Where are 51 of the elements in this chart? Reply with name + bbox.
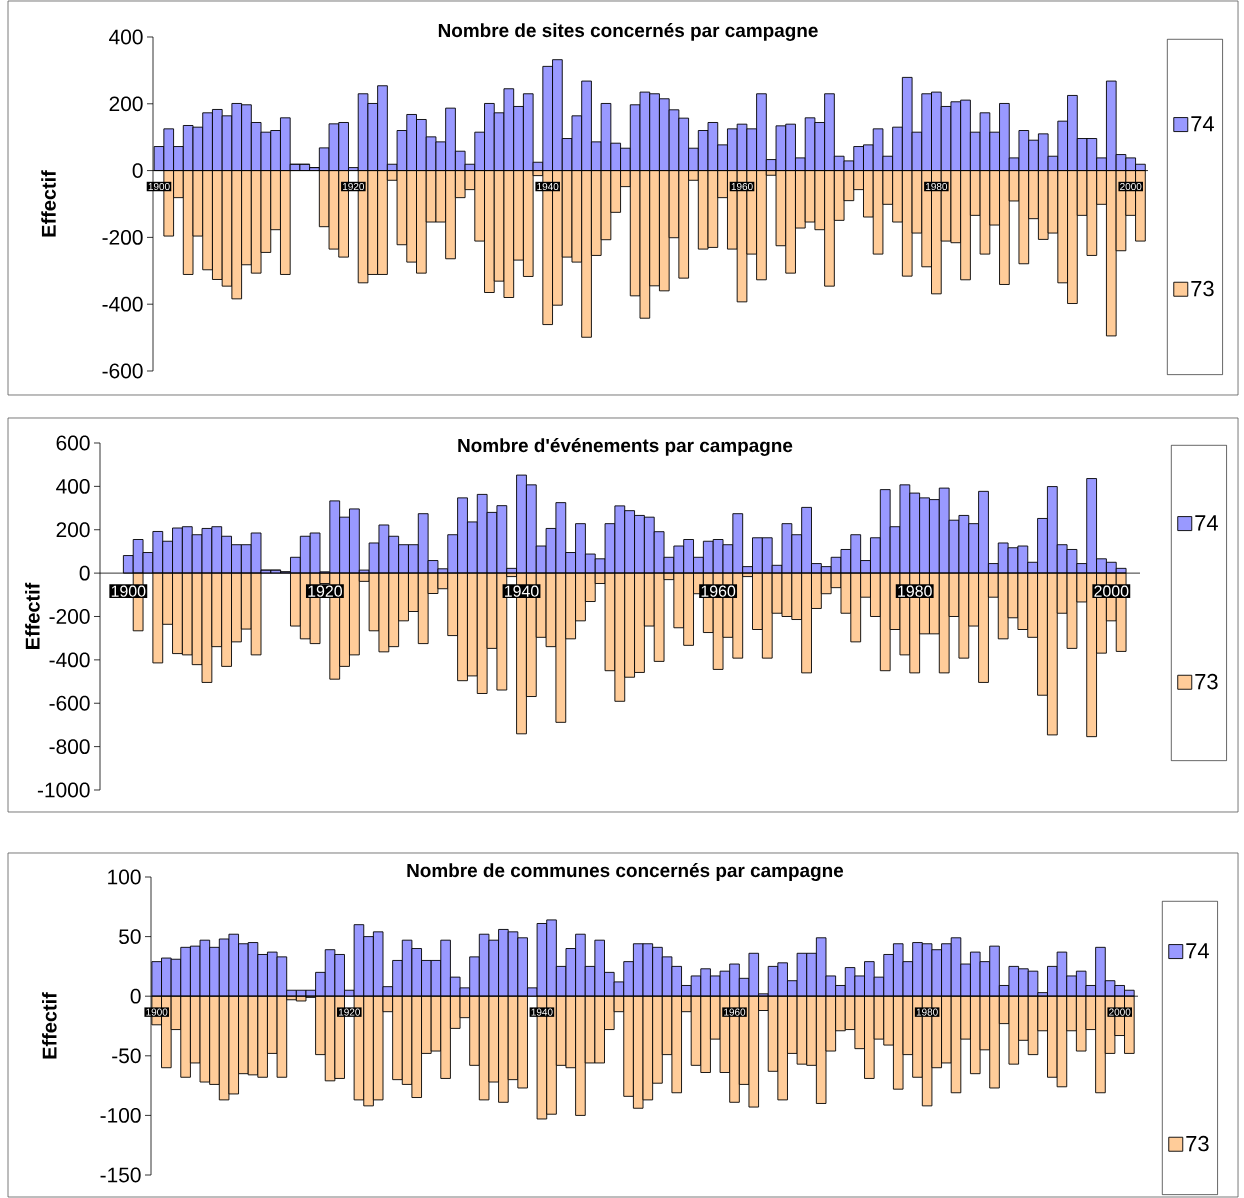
x-tick-label: 2000	[1094, 585, 1129, 597]
legend-label: 74	[1191, 116, 1214, 132]
y-tick-label: -50	[112, 1048, 141, 1064]
y-axis-title: Effectif	[41, 170, 56, 237]
y-tick-label: -1000	[37, 782, 90, 798]
y-tick-label: -600	[49, 695, 90, 711]
chart-title: Nombre de communes concernés par campagne	[407, 863, 844, 881]
y-tick-label: -600	[102, 363, 143, 379]
x-tick-label: 1900	[111, 585, 146, 597]
x-tick-label: 1960	[701, 585, 736, 597]
x-tick-label: 1980	[926, 182, 948, 191]
x-tick-label: 1940	[531, 1008, 553, 1016]
x-tick-label: 1980	[898, 585, 932, 597]
chart-title: Nombre d'événements par campagne	[458, 438, 793, 456]
legend-label: 73	[1186, 1135, 1209, 1152]
y-tick-label: 0	[130, 988, 141, 1004]
y-axis-title: Effectif	[25, 582, 40, 649]
y-tick-label: 0	[79, 565, 90, 581]
y-tick-label: 200	[109, 96, 143, 112]
x-tick-label: 1980	[916, 1008, 938, 1016]
y-tick-label: -400	[102, 296, 143, 312]
y-tick-label: 100	[108, 869, 141, 885]
x-tick-label: 1900	[148, 182, 170, 191]
x-tick-label: 2000	[1120, 182, 1142, 191]
x-tick-label: 1960	[724, 1008, 746, 1016]
x-tick-label: 1900	[146, 1008, 168, 1016]
y-tick-label: 200	[56, 522, 90, 538]
x-tick-label: 1920	[308, 585, 342, 597]
x-tick-label: 1920	[338, 1008, 360, 1016]
x-tick-label: 2000	[1109, 1008, 1131, 1016]
y-tick-label: -400	[49, 652, 90, 668]
x-tick-label: 1920	[343, 182, 365, 191]
x-tick-label: 1940	[537, 182, 559, 191]
y-tick-label: -800	[49, 739, 90, 755]
y-tick-label: -200	[102, 229, 143, 245]
legend-label: 74	[1195, 515, 1218, 531]
chart-title: Nombre de sites concernés par campagne	[438, 23, 818, 41]
y-tick-label: 0	[132, 163, 143, 178]
legend-label: 74	[1186, 943, 1209, 959]
legend-label: 73	[1195, 673, 1218, 690]
y-tick-label: 50	[119, 929, 141, 945]
y-tick-label: 400	[109, 29, 143, 45]
y-tick-label: 400	[56, 478, 90, 494]
y-tick-label: -100	[100, 1107, 141, 1123]
legend-label: 73	[1191, 280, 1214, 297]
y-tick-label: -200	[49, 609, 90, 624]
x-tick-label: 1960	[731, 182, 753, 191]
y-axis-title: Effectif	[42, 992, 57, 1059]
y-tick-label: 600	[56, 435, 90, 451]
x-tick-label: 1940	[504, 585, 539, 597]
y-tick-label: -150	[100, 1167, 141, 1183]
